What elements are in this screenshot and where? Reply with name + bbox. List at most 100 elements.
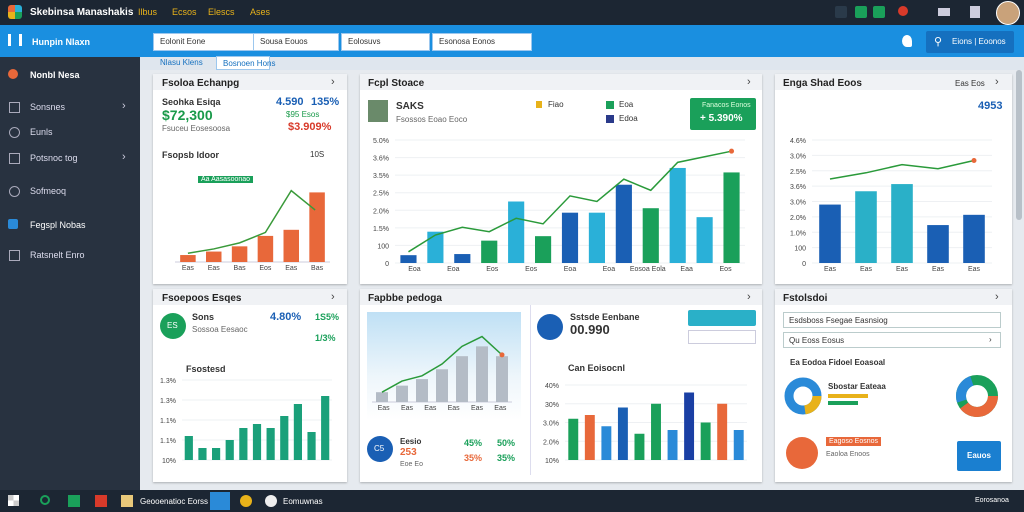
donut-segment [956, 375, 998, 417]
select-text: Qu Eoss Eosus [789, 336, 845, 345]
panel-header [360, 74, 762, 90]
chevron[interactable]: › [747, 291, 751, 303]
kpi-value: $72,300 [162, 107, 213, 123]
menu-item[interactable]: Ases [250, 7, 271, 17]
toggle[interactable] [688, 310, 756, 326]
stat: 4.80% [270, 311, 302, 323]
input[interactable]: Sousa Eouos [253, 33, 339, 51]
kpi-label: Seohka Esiqa [162, 97, 221, 107]
scrollbar[interactable] [1016, 70, 1022, 220]
button[interactable]: Eauos [957, 441, 1001, 471]
chevron[interactable]: › [995, 291, 999, 303]
legend-tag: Aa Aasasoonao [198, 176, 254, 183]
icon-badge: C5 [367, 436, 393, 462]
taskbar-item[interactable]: Eomuwnas [283, 497, 323, 506]
badge-text: C5 [374, 444, 385, 453]
brand: Hunpin Nlaxn [32, 37, 90, 47]
taskbar-icon[interactable] [40, 495, 50, 505]
icon[interactable] [835, 6, 847, 18]
chevron[interactable]: › [995, 76, 999, 88]
icon[interactable] [898, 6, 908, 16]
nav-item[interactable]: Eunls [30, 127, 53, 137]
input-text: Esdsboss Fsegae Easnsiog [789, 316, 888, 325]
legend-text: Edoa [619, 114, 638, 123]
donut [956, 375, 998, 417]
nav-icon [9, 250, 20, 261]
menu-item[interactable]: Ilbus [138, 7, 158, 17]
image-chart-bg [367, 312, 521, 420]
nav-item[interactable]: Sonsnes [30, 102, 66, 112]
input[interactable]: Esonosa Eonos [432, 33, 532, 51]
nav-item[interactable]: Fegspl Nobas [30, 220, 86, 230]
panel-title: Fcpl Stoace [368, 78, 425, 89]
panel-title: Fapbbe pedoga [368, 293, 442, 304]
row-text: Ea Eodoa Fidoel Eoasoal [790, 358, 886, 367]
menu-item[interactable]: Elescs [208, 7, 235, 17]
nav-item[interactable]: Ratsnelt Enro [30, 250, 85, 260]
chart-title: Fsopsb ldoor [162, 150, 219, 160]
input[interactable]: Esdsboss Fsegae Easnsiog [783, 312, 1001, 328]
taskbar-icon[interactable] [265, 495, 277, 507]
foot-stat: 35% [497, 453, 516, 463]
search-button[interactable]: ⚲ Eions | Eoonos [926, 31, 1014, 53]
input-text: Esonosa Eonos [439, 37, 496, 46]
chevron: › [122, 151, 126, 163]
tab[interactable]: Nlasu Klens [160, 58, 203, 67]
icon[interactable] [855, 6, 867, 18]
stat: 135% [311, 96, 340, 108]
foot-stat: 35% [464, 453, 483, 463]
foot-name: Eesio [400, 437, 422, 446]
search-icon: ⚲ [934, 36, 943, 48]
icon[interactable] [970, 6, 980, 18]
nav-icon [9, 102, 20, 113]
icon[interactable] [902, 35, 912, 47]
tab-active[interactable]: Bosnoen Hons [216, 56, 275, 70]
nav-item[interactable]: Potsnoc tog [30, 153, 78, 163]
chevron[interactable]: › [331, 76, 335, 88]
nav-item[interactable]: Sofmeoq [30, 186, 67, 196]
panel-title: Fsoepoos Esqes [162, 293, 242, 304]
avatar[interactable] [996, 1, 1020, 25]
taskbar-icon[interactable] [68, 495, 80, 507]
icon[interactable] [873, 6, 885, 18]
chevron[interactable]: › [747, 76, 751, 88]
stat: 1S5% [315, 312, 340, 322]
legend-swatch [606, 101, 614, 109]
menu-item[interactable]: Ecsos [172, 7, 197, 17]
taskbar-icon[interactable] [240, 495, 252, 507]
tab-text: Bosnoen Hons [223, 59, 276, 68]
info-title: Sstsde Eenbane [570, 312, 640, 322]
input[interactable]: Eolosuvs [341, 33, 430, 51]
taskbar-item[interactable]: Geooenatioc Eorss [140, 497, 209, 506]
badge: Eagoso Eosnos [826, 437, 882, 446]
legend-swatch [606, 115, 614, 123]
chart-title: Fsostesd [186, 364, 226, 374]
badge-sub: Eaoloa Enoos [826, 451, 870, 458]
taskbar-icon[interactable] [210, 492, 230, 510]
chevron[interactable]: › [331, 291, 335, 303]
button-text: Eauos [967, 451, 992, 460]
nav-icon [9, 127, 20, 138]
caret: › [989, 335, 992, 344]
nav-item[interactable]: Nonbl Nesa [30, 70, 80, 80]
avatar-badge: ES [160, 313, 186, 339]
app-logo [8, 5, 22, 19]
select[interactable] [688, 330, 756, 344]
kpi-value: 4953 [978, 100, 1003, 112]
info-value: 00.990 [570, 322, 610, 337]
panel [775, 74, 1012, 284]
taskbar-icon[interactable] [121, 495, 133, 507]
panel-corner: Eas Eos [955, 79, 985, 88]
clock: Eorosanoa [975, 497, 1009, 504]
nav-icon [8, 69, 18, 79]
icon[interactable] [938, 8, 950, 16]
donut [784, 377, 822, 415]
select[interactable]: Qu Eoss Eosus › [783, 332, 1001, 348]
start-button[interactable] [8, 495, 19, 506]
legend-swatch [536, 101, 542, 108]
thumbnail [368, 100, 388, 122]
panel-head: SAKS [396, 101, 424, 112]
taskbar-icon[interactable] [95, 495, 107, 507]
foot-sub: Eoe Eo [400, 461, 423, 468]
panel-title: Fsoloa Echanpg [162, 78, 240, 89]
